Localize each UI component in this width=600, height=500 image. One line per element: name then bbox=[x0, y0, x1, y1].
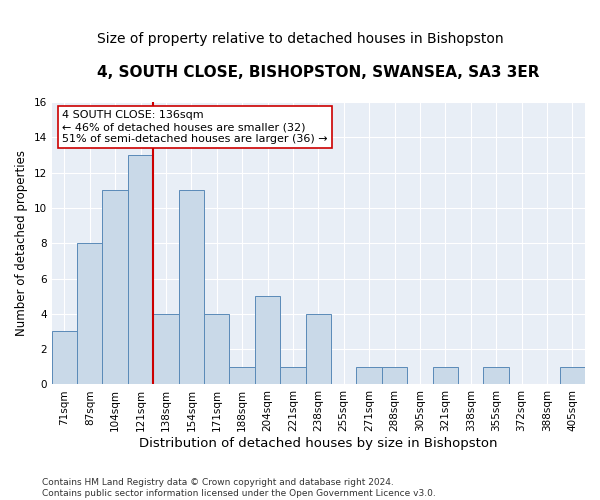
Bar bbox=[103, 190, 128, 384]
X-axis label: Distribution of detached houses by size in Bishopston: Distribution of detached houses by size … bbox=[139, 437, 497, 450]
Text: Contains HM Land Registry data © Crown copyright and database right 2024.
Contai: Contains HM Land Registry data © Crown c… bbox=[42, 478, 436, 498]
Bar bbox=[356, 367, 382, 384]
Bar bbox=[128, 155, 153, 384]
Bar bbox=[382, 367, 407, 384]
Bar bbox=[560, 367, 585, 384]
Bar bbox=[77, 243, 103, 384]
Bar bbox=[305, 314, 331, 384]
Bar bbox=[255, 296, 280, 384]
Text: Size of property relative to detached houses in Bishopston: Size of property relative to detached ho… bbox=[97, 32, 503, 46]
Bar bbox=[280, 367, 305, 384]
Bar bbox=[433, 367, 458, 384]
Title: 4, SOUTH CLOSE, BISHOPSTON, SWANSEA, SA3 3ER: 4, SOUTH CLOSE, BISHOPSTON, SWANSEA, SA3… bbox=[97, 65, 539, 80]
Bar bbox=[484, 367, 509, 384]
Bar bbox=[52, 332, 77, 384]
Bar bbox=[153, 314, 179, 384]
Bar bbox=[204, 314, 229, 384]
Y-axis label: Number of detached properties: Number of detached properties bbox=[15, 150, 28, 336]
Text: 4 SOUTH CLOSE: 136sqm
← 46% of detached houses are smaller (32)
51% of semi-deta: 4 SOUTH CLOSE: 136sqm ← 46% of detached … bbox=[62, 110, 328, 144]
Bar bbox=[229, 367, 255, 384]
Bar bbox=[179, 190, 204, 384]
